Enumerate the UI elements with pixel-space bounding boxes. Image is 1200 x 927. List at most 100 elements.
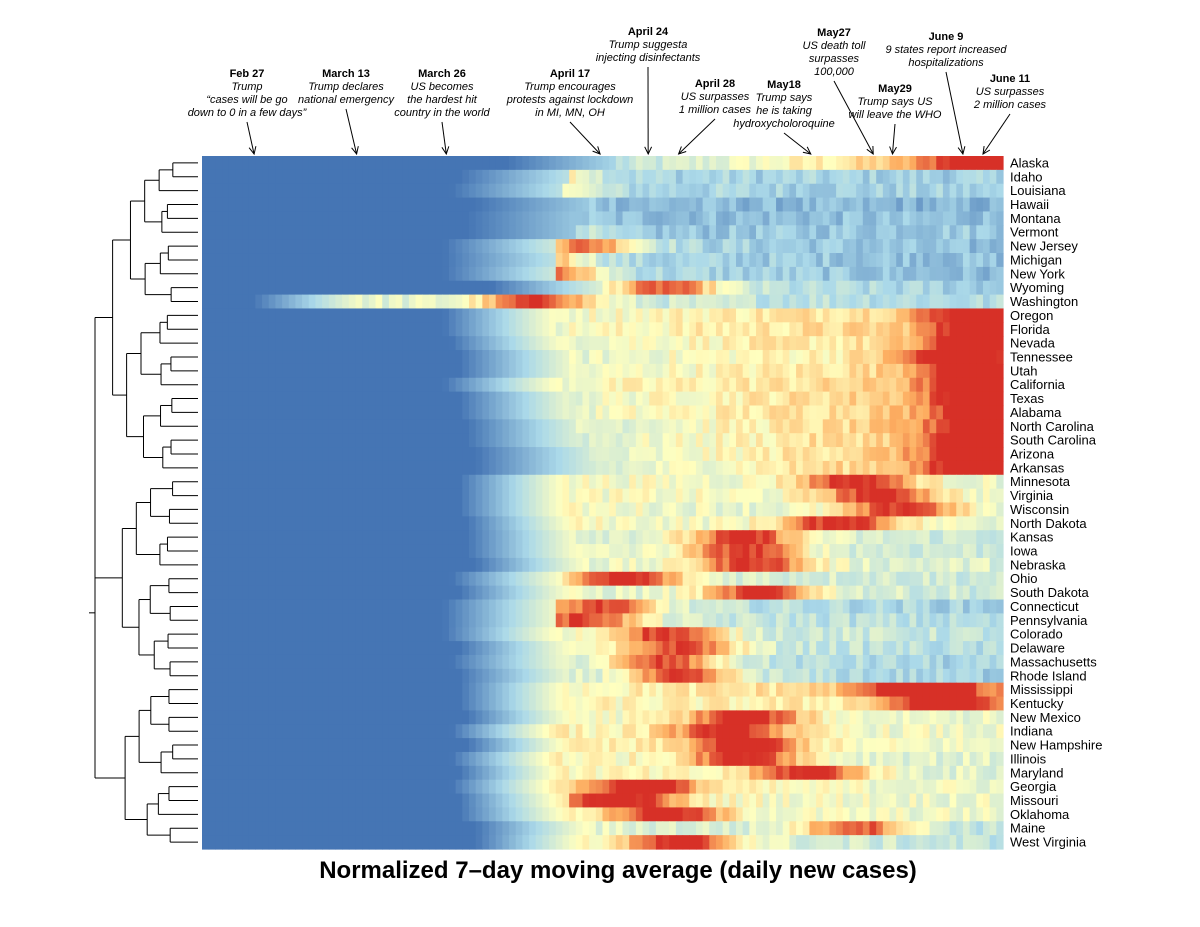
heatmap-cell: [936, 696, 944, 711]
heatmap-cell: [529, 156, 537, 171]
heatmap-cell: [295, 613, 303, 628]
heatmap-cell: [802, 169, 811, 185]
heatmap-cell: [575, 447, 584, 462]
heatmap-cell: [602, 557, 610, 573]
heatmap-cell: [529, 571, 537, 587]
heatmap-cell: [649, 585, 657, 601]
heatmap-cell: [842, 322, 851, 337]
heatmap-cell: [976, 169, 984, 185]
heatmap-cell: [789, 460, 797, 476]
heatmap-cell: [308, 350, 317, 365]
heatmap-cell: [462, 544, 470, 559]
heatmap-cell: [602, 613, 610, 628]
heatmap-cell: [222, 183, 230, 199]
heatmap-cell: [435, 613, 443, 628]
heatmap-cell: [208, 571, 216, 587]
heatmap-cell: [262, 169, 270, 185]
heatmap-cell: [776, 350, 784, 365]
heatmap-cell: [829, 253, 837, 268]
heatmap-cell: [876, 253, 884, 268]
heatmap-cell: [268, 585, 277, 601]
heatmap-cell: [796, 557, 804, 573]
heatmap-cell: [936, 156, 944, 171]
heatmap-cell: [689, 169, 697, 185]
heatmap-cell: [222, 488, 230, 504]
heatmap-cell: [602, 391, 610, 407]
heatmap-cell: [669, 433, 677, 448]
heatmap-cell: [495, 308, 503, 323]
heatmap-cell: [448, 280, 457, 296]
heatmap-cell: [762, 641, 770, 656]
heatmap-cell: [342, 571, 350, 587]
heatmap-cell: [742, 294, 750, 310]
heatmap-cell: [922, 308, 931, 323]
heatmap-cell: [208, 336, 216, 351]
heatmap-cell: [649, 627, 657, 642]
heatmap-cell: [902, 488, 911, 504]
heatmap-cell: [388, 169, 397, 185]
heatmap-cell: [375, 710, 383, 725]
heatmap-cell: [382, 308, 390, 323]
heatmap-cell: [682, 266, 690, 282]
heatmap-cell: [936, 336, 944, 351]
heatmap-cell: [842, 544, 851, 559]
heatmap-cell: [989, 516, 997, 531]
heatmap-cell: [402, 530, 410, 545]
heatmap-cell: [609, 447, 617, 462]
heatmap-cell: [889, 405, 897, 420]
heatmap-cell: [882, 557, 891, 573]
heatmap-cell: [876, 239, 884, 254]
heatmap-cell: [976, 308, 984, 323]
heatmap-cell: [816, 641, 824, 656]
heatmap-cell: [515, 419, 523, 434]
heatmap-cell: [742, 544, 750, 559]
heatmap-cell: [595, 544, 604, 559]
heatmap-cell: [242, 377, 250, 393]
heatmap-cell: [642, 682, 650, 698]
heatmap-cell: [702, 225, 710, 240]
heatmap-cell: [956, 197, 964, 213]
heatmap-cell: [822, 433, 831, 448]
heatmap-cell: [348, 544, 357, 559]
heatmap-cell: [829, 405, 837, 420]
heatmap-cell: [555, 516, 564, 531]
heatmap-cell: [996, 377, 1004, 393]
heatmap-cell: [248, 474, 256, 490]
heatmap-cell: [816, 571, 824, 587]
heatmap-cell: [702, 405, 710, 420]
heatmap-cell: [809, 156, 817, 171]
heatmap-cell: [342, 377, 350, 393]
heatmap-cell: [635, 654, 644, 670]
heatmap-cell: [862, 156, 871, 171]
heatmap-cell: [702, 433, 710, 448]
heatmap-cell: [302, 557, 310, 573]
heatmap-cell: [582, 488, 590, 504]
heatmap-cell: [702, 419, 710, 434]
heatmap-cell: [475, 488, 483, 504]
heatmap-cell: [969, 502, 977, 517]
heatmap-cell: [729, 225, 737, 240]
heatmap-cell: [642, 280, 650, 296]
heatmap-cell: [602, 156, 610, 171]
heatmap-cell: [929, 350, 937, 365]
heatmap-cell: [809, 211, 817, 226]
heatmap-cell: [689, 156, 697, 171]
heatmap-cell: [982, 641, 991, 656]
heatmap-cell: [549, 419, 557, 434]
heatmap-cell: [956, 266, 964, 282]
heatmap-cell: [422, 627, 430, 642]
heatmap-cell: [362, 516, 370, 531]
heatmap-cell: [242, 419, 250, 434]
heatmap-cell: [475, 460, 483, 476]
heatmap-cell: [702, 377, 710, 393]
heatmap-cell: [849, 225, 857, 240]
heatmap-cell: [589, 391, 597, 407]
heatmap-cell: [695, 530, 704, 545]
heatmap-cell: [969, 211, 977, 226]
heatmap-cell: [856, 266, 864, 282]
heatmap-cell: [882, 322, 891, 337]
heatmap-cell: [422, 391, 430, 407]
heatmap-cell: [422, 280, 430, 296]
heatmap-cell: [582, 557, 590, 573]
heatmap-cell: [555, 433, 564, 448]
